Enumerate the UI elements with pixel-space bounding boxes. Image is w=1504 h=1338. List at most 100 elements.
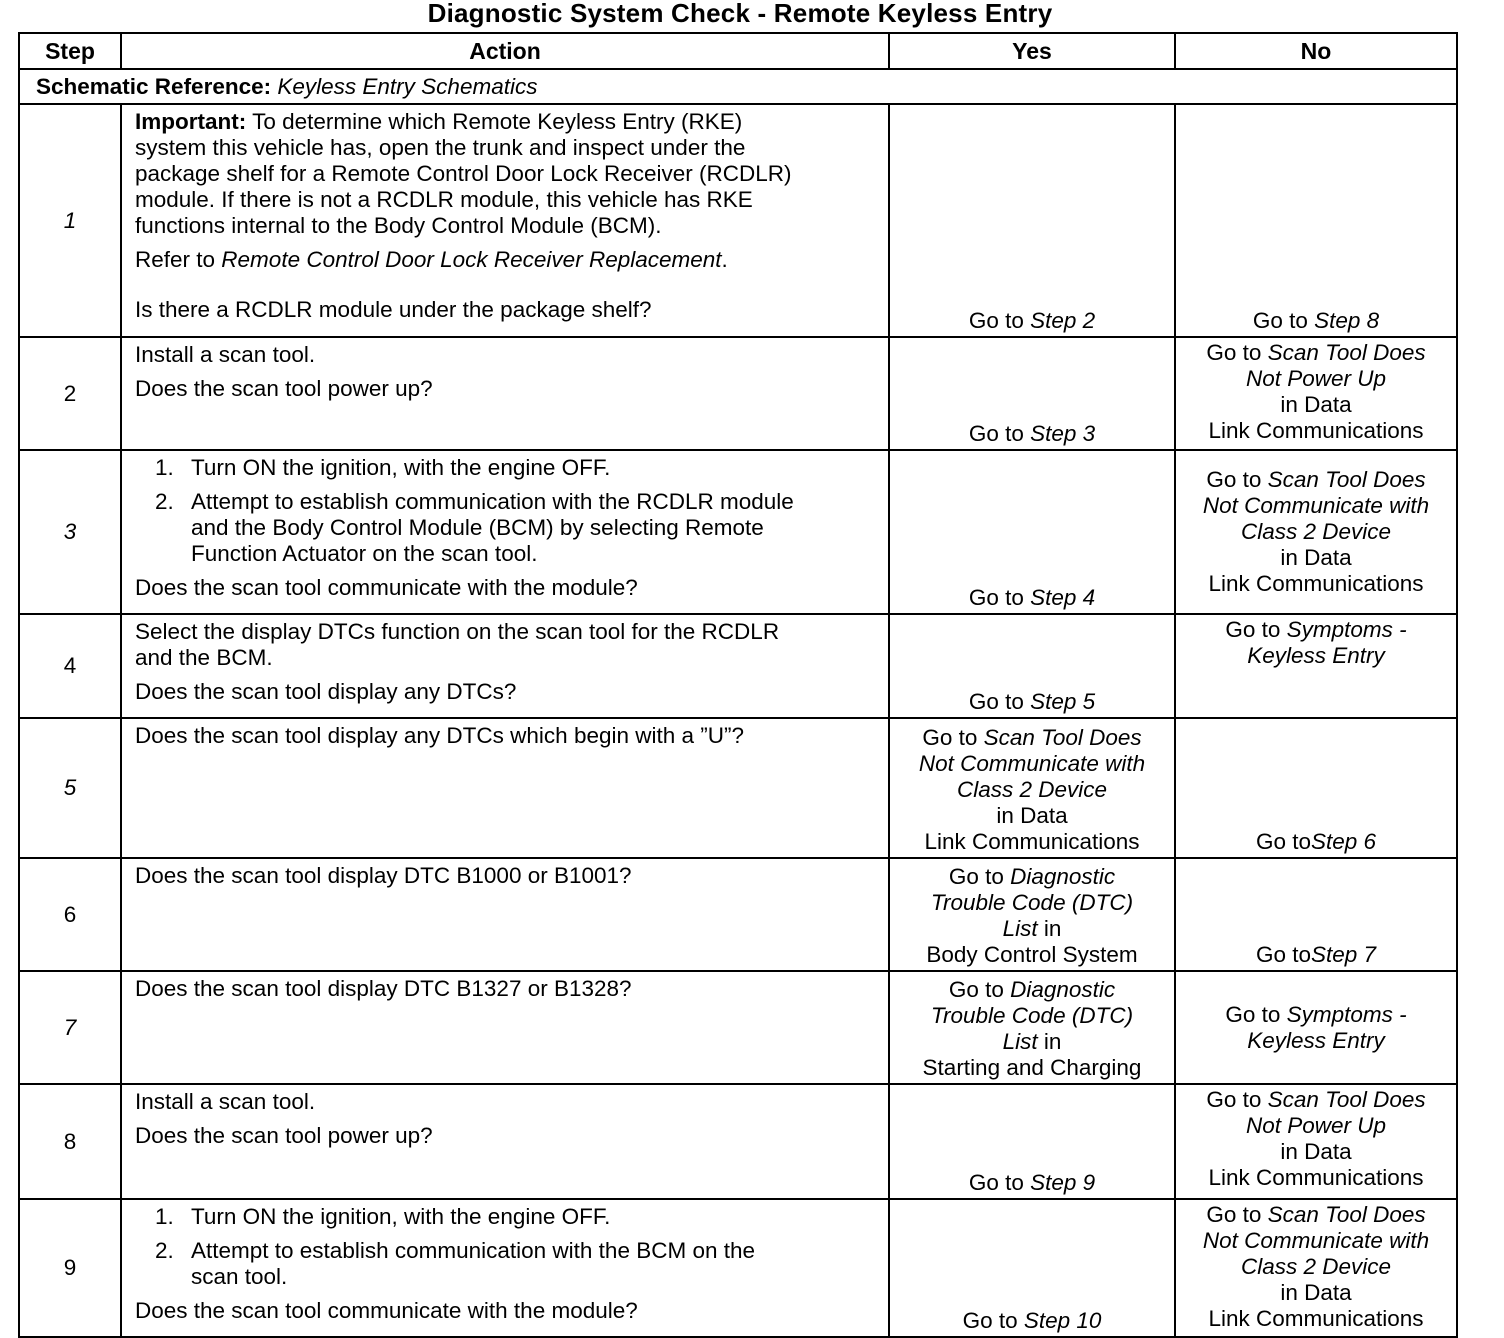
action-paragraph: Does the scan tool communicate with the … xyxy=(135,575,878,601)
action-paragraph: Refer to Remote Control Door Lock Receiv… xyxy=(135,247,878,273)
schematic-reference: Schematic Reference: Keyless Entry Schem… xyxy=(18,68,1458,105)
text-segment: in Data xyxy=(1280,545,1352,570)
result-line: in Data xyxy=(1180,1139,1452,1165)
yes-result: Go to Step 10 xyxy=(888,1198,1176,1338)
italic-reference[interactable]: Diagnostic xyxy=(1010,864,1116,889)
text-segment: Does the scan tool display DTC B1327 or … xyxy=(135,976,632,1001)
italic-reference[interactable]: Scan Tool Does xyxy=(1267,467,1426,492)
italic-reference[interactable]: Not Power Up xyxy=(1245,366,1387,391)
text-segment: Go to xyxy=(968,1170,1031,1195)
italic-reference[interactable]: Scan Tool Does xyxy=(983,725,1142,750)
text-segment: Turn ON the ignition, with the engine OF… xyxy=(191,455,611,480)
italic-reference[interactable]: Trouble Code (DTC) xyxy=(930,890,1134,915)
step-number: 5 xyxy=(18,717,122,859)
yes-result: Go to Diagnostic Trouble Code (DTC) List i… xyxy=(888,970,1176,1085)
italic-reference[interactable]: Class 2 Device xyxy=(1240,519,1392,544)
result-line: Go to Scan Tool Does xyxy=(1180,1087,1452,1113)
text-segment: Go to xyxy=(1206,1202,1268,1227)
italic-reference[interactable]: Symptoms - xyxy=(1286,617,1407,642)
text-segment: Go to xyxy=(1255,829,1311,854)
result-line: Go to Step 5 xyxy=(894,689,1170,715)
italic-reference[interactable]: Trouble Code (DTC) xyxy=(930,1003,1134,1028)
result-line: Link Communications xyxy=(894,829,1170,855)
result-line: List in xyxy=(894,916,1170,942)
no-result: Go to Step 8 xyxy=(1174,103,1458,338)
italic-reference[interactable]: Step 4 xyxy=(1030,585,1096,610)
italic-reference[interactable]: Not Communicate with xyxy=(918,751,1146,776)
text-segment: Go to xyxy=(962,1308,1024,1333)
action-cell: Install a scan tool. Does the scan tool p… xyxy=(120,1083,890,1200)
text-segment: in Data xyxy=(1280,1280,1352,1305)
italic-reference[interactable]: Class 2 Device xyxy=(956,777,1108,802)
yes-result: Go to Step 2 xyxy=(888,103,1176,338)
text-segment: Install a scan tool. xyxy=(135,342,316,367)
italic-reference[interactable]: Keyless Entry xyxy=(1247,643,1385,668)
italic-reference[interactable]: Scan Tool Does xyxy=(1267,1202,1426,1227)
italic-reference[interactable]: Step 7 xyxy=(1310,942,1377,967)
text-segment: Does the scan tool power up? xyxy=(135,1123,433,1148)
result-line: Trouble Code (DTC) xyxy=(894,890,1170,916)
action-paragraph: 1. Turn ON the ignition, with the engine … xyxy=(135,1204,878,1230)
no-result: Go toStep 6 xyxy=(1174,717,1458,859)
italic-reference[interactable]: Scan Tool Does xyxy=(1267,340,1426,365)
text-segment: Go to xyxy=(1225,1001,1287,1027)
text-segment: Go to xyxy=(968,689,1031,714)
result-line: Go to Step 9 xyxy=(894,1170,1170,1196)
italic-reference[interactable]: Step 2 xyxy=(1030,308,1096,333)
text-segment: Go to xyxy=(1206,1087,1268,1112)
italic-reference[interactable]: Diagnostic xyxy=(1010,977,1116,1002)
result-line: Link Communications xyxy=(1180,571,1452,597)
text-segment: in xyxy=(1037,1029,1062,1054)
italic-reference[interactable]: Step 3 xyxy=(1030,421,1096,446)
step-number: 4 xyxy=(18,613,122,719)
italic-reference[interactable]: Step 6 xyxy=(1310,829,1377,854)
result-line: Keyless Entry xyxy=(1180,1028,1452,1054)
italic-reference[interactable]: Keyless Entry xyxy=(1247,1027,1385,1053)
result-line: Go to Scan Tool Does xyxy=(894,725,1170,751)
italic-reference[interactable]: List xyxy=(1002,1029,1038,1054)
text-segment: Link Communications xyxy=(924,829,1140,854)
text-segment: Go to xyxy=(1255,942,1311,967)
action-paragraph: Install a scan tool. xyxy=(135,1089,878,1115)
action-cell: Important: To determine which Remote Key… xyxy=(120,103,890,338)
yes-result: Go to Step 4 xyxy=(888,449,1176,615)
result-line: Body Control System xyxy=(894,942,1170,968)
result-line: Not Communicate with xyxy=(1180,1228,1452,1254)
italic-reference[interactable]: Not Power Up xyxy=(1245,1113,1387,1138)
text-segment: in Data xyxy=(1280,1139,1352,1164)
italic-reference[interactable]: Step 10 xyxy=(1023,1308,1102,1333)
table-row: 9 1. Turn ON the ignition, with the engine… xyxy=(18,1198,1458,1338)
text-segment: Go to xyxy=(948,864,1011,889)
text-segment: Go to xyxy=(1225,617,1287,642)
text-segment: Does the scan tool display any DTCs? xyxy=(135,679,517,704)
text-segment: functions internal to the Body Control M… xyxy=(135,213,662,238)
italic-reference[interactable]: Symptoms - xyxy=(1286,1001,1407,1027)
italic-reference[interactable]: Not Communicate with xyxy=(1202,1228,1430,1253)
italic-reference[interactable]: Step 5 xyxy=(1030,689,1096,714)
text-segment: in xyxy=(1037,916,1062,941)
result-line: Go to Symptoms - xyxy=(1180,617,1452,643)
text-segment: in Data xyxy=(1280,392,1352,417)
header-yes: Yes xyxy=(888,32,1176,70)
step-number: 1 xyxy=(18,103,122,338)
result-line: Not Communicate with xyxy=(894,751,1170,777)
header-step: Step xyxy=(18,32,122,70)
table-row: 4 Select the display DTCs function on the… xyxy=(18,613,1458,719)
italic-reference[interactable]: Not Communicate with xyxy=(1202,493,1430,518)
action-paragraph: Does the scan tool display DTC B1000 or … xyxy=(135,863,878,889)
yes-result: Go to Step 5 xyxy=(888,613,1176,719)
action-cell: Select the display DTCs function on the … xyxy=(120,613,890,719)
italic-reference[interactable]: Scan Tool Does xyxy=(1267,1087,1426,1112)
result-line: Go to Scan Tool Does xyxy=(1180,340,1452,366)
action-paragraph: Important: To determine which Remote Key… xyxy=(135,109,878,239)
text-segment: Link Communications xyxy=(1208,418,1424,443)
italic-reference[interactable]: Step 9 xyxy=(1030,1170,1096,1195)
schematic-link[interactable]: Keyless Entry Schematics xyxy=(277,73,538,99)
text-segment: module. If there is not a RCDLR module, … xyxy=(135,187,753,212)
yes-result: Go to Diagnostic Trouble Code (DTC) List i… xyxy=(888,857,1176,972)
text-segment: Go to xyxy=(1206,340,1268,365)
italic-reference[interactable]: List xyxy=(1002,916,1038,941)
header-action: Action xyxy=(120,32,890,70)
italic-reference[interactable]: Class 2 Device xyxy=(1240,1254,1392,1279)
italic-reference[interactable]: Step 8 xyxy=(1314,308,1380,333)
